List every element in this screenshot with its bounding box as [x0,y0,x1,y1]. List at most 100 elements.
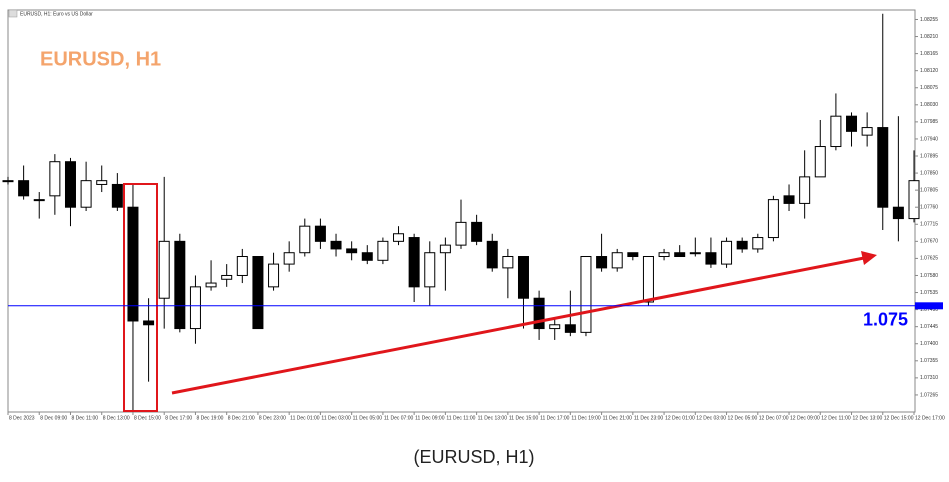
y-tick-label: 1.07850 [920,170,938,176]
candle-body [549,324,561,330]
x-tick-label: 8 Dec 19:00 [196,415,223,421]
y-tick-label: 1.07265 [920,392,938,398]
x-tick-label: 12 Dec 03:00 [696,415,726,421]
candle-body [783,195,795,204]
candle-body [627,252,639,258]
candle-body [268,263,280,288]
x-tick-label: 12 Dec 13:00 [853,415,883,421]
price-tag [915,302,943,310]
x-tick-label: 11 Dec 13:00 [478,415,508,421]
caption: (EURUSD, H1) [413,447,534,467]
candle-body [299,225,311,254]
x-tick-label: 8 Dec 23:00 [259,415,286,421]
price-line-label: 1.075 [863,310,908,330]
y-tick-label: 1.08030 [920,102,938,108]
x-tick-label: 11 Dec 23:00 [634,415,664,421]
y-tick-label: 1.07445 [920,324,938,330]
candle-body [174,240,186,330]
candle-body [346,248,358,254]
y-tick-label: 1.07400 [920,341,938,347]
candle-body [205,282,217,288]
arrow-head [861,251,877,265]
x-tick-label: 8 Dec 11:00 [71,415,98,421]
candle-body [596,256,608,269]
x-tick-label: 12 Dec 11:00 [821,415,851,421]
candle-body [533,297,545,330]
candle-body [580,256,592,333]
candle-body [799,176,811,204]
y-tick-label: 1.07985 [920,119,938,125]
y-tick-label: 1.07760 [920,205,938,211]
x-tick-label: 8 Dec 21:00 [228,415,255,421]
candle-body [236,256,248,276]
x-tick-label: 12 Dec 07:00 [759,415,789,421]
candle-body [221,274,233,280]
x-tick-label: 11 Dec 17:00 [540,415,570,421]
highlight-box [123,183,158,412]
candle-body [439,244,451,254]
candle-body [393,233,405,242]
y-tick-label: 1.07310 [920,375,938,381]
candle-body [830,115,842,148]
candle-body [892,206,904,220]
y-tick-label: 1.07355 [920,358,938,364]
x-tick-label: 8 Dec 13:00 [103,415,130,421]
candle-body [424,252,436,288]
x-tick-label: 11 Dec 21:00 [603,415,633,421]
candle-body [908,180,920,220]
candle-body [377,240,389,261]
x-tick-label: 12 Dec 17:00 [915,415,945,421]
candle-body [517,256,529,299]
window-icon [8,9,18,18]
x-tick-label: 11 Dec 03:00 [321,415,351,421]
candle-body [642,256,654,303]
candle-body [877,127,889,208]
candle-body [189,286,201,330]
candle-body [408,237,420,288]
candle-body [658,252,670,258]
y-tick-label: 1.07580 [920,273,938,279]
y-tick-label: 1.08210 [920,34,938,40]
candle-body [314,225,326,242]
x-tick-label: 12 Dec 15:00 [884,415,914,421]
y-tick-label: 1.07670 [920,239,938,245]
y-tick-label: 1.07940 [920,136,938,142]
candle-body [252,256,264,330]
candle-body [752,237,764,250]
candle-body [33,199,45,202]
x-tick-label: 8 Dec 09:00 [40,415,67,421]
candle-body [861,127,873,136]
x-tick-label: 11 Dec 09:00 [415,415,445,421]
candle-body [846,115,858,132]
candle-body [674,252,686,258]
candle-body [64,161,76,208]
x-tick-label: 8 Dec 2023 [9,415,35,421]
candle-body [18,180,30,197]
x-tick-label: 8 Dec 15:00 [134,415,161,421]
x-tick-label: 12 Dec 01:00 [665,415,695,421]
candle-body [49,161,61,197]
y-tick-label: 1.07625 [920,256,938,262]
y-tick-label: 1.08255 [920,17,938,23]
candle-body [455,221,467,246]
x-tick-label: 12 Dec 09:00 [790,415,820,421]
marks [2,13,920,412]
y-tick-label: 1.07895 [920,153,938,159]
candle-body [502,256,514,269]
y-tick-label: 1.07715 [920,222,938,228]
candle-body [361,252,373,261]
chart-title: EURUSD, H1 [40,48,161,70]
y-tick-label: 1.07490 [920,307,938,313]
candle-body [96,180,108,185]
candle-body [486,240,498,269]
candle-body [814,146,826,178]
x-tick-label: 8 Dec 17:00 [165,415,192,421]
y-tick-label: 1.07805 [920,187,938,193]
y-tick-label: 1.07535 [920,290,938,296]
candle-body [80,180,92,208]
candle-body [158,240,170,299]
candle-body [564,324,576,333]
x-tick-label: 11 Dec 07:00 [384,415,414,421]
